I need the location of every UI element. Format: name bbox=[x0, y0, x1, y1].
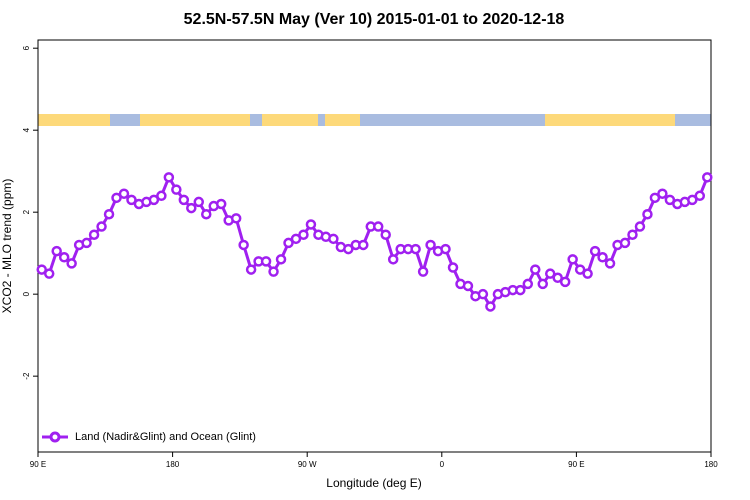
data-point bbox=[283, 237, 294, 249]
data-point bbox=[694, 190, 706, 202]
data-point bbox=[51, 245, 62, 257]
data-point bbox=[387, 254, 399, 265]
data-point bbox=[627, 229, 638, 240]
data-point bbox=[574, 264, 586, 275]
data-point bbox=[582, 268, 593, 279]
data-point bbox=[567, 254, 578, 265]
y-tick-label: 4 bbox=[22, 127, 31, 132]
data-point bbox=[664, 194, 676, 206]
x-tick-label: 90 E bbox=[568, 460, 584, 469]
data-point bbox=[36, 264, 47, 275]
data-point bbox=[343, 243, 354, 255]
y-tick-label: -2 bbox=[22, 372, 31, 380]
y-tick-label: 2 bbox=[22, 209, 31, 214]
chart-title: 52.5N-57.5N May (Ver 10) 2015-01-01 to 2… bbox=[184, 11, 565, 28]
data-point bbox=[544, 268, 556, 279]
data-point bbox=[193, 196, 205, 208]
data-point bbox=[597, 252, 608, 263]
data-point bbox=[702, 172, 713, 183]
data-point bbox=[260, 256, 272, 267]
data-point bbox=[447, 262, 459, 273]
data-point bbox=[103, 208, 115, 220]
data-point bbox=[642, 208, 653, 220]
data-point bbox=[687, 194, 698, 206]
data-point bbox=[657, 188, 668, 199]
data-point bbox=[462, 280, 474, 292]
x-tick-label: 0 bbox=[440, 460, 445, 469]
data-point bbox=[634, 221, 646, 232]
data-point bbox=[537, 278, 548, 290]
y-axis-label: XCO2 - MLO trend (ppm) bbox=[0, 179, 14, 314]
data-point bbox=[440, 243, 451, 255]
data-point bbox=[118, 188, 130, 199]
data-point bbox=[245, 264, 257, 275]
data-point bbox=[559, 276, 571, 288]
data-point bbox=[358, 239, 369, 251]
data-point bbox=[417, 266, 429, 277]
data-point bbox=[589, 245, 601, 257]
data-point bbox=[328, 233, 339, 245]
data-point bbox=[96, 221, 107, 232]
plot-frame bbox=[37, 39, 712, 453]
x-tick-label: 180 bbox=[704, 460, 718, 469]
data-point bbox=[148, 194, 160, 206]
data-point bbox=[305, 219, 317, 230]
data-point bbox=[298, 229, 309, 240]
legend: Land (Nadir&Glint) and Ocean (Glint) bbox=[42, 431, 256, 443]
data-point bbox=[649, 192, 661, 204]
data-point bbox=[178, 194, 190, 206]
series-line bbox=[41, 174, 709, 310]
data-point bbox=[552, 272, 563, 284]
data-point bbox=[290, 233, 302, 245]
data-point bbox=[58, 252, 70, 263]
x-tick-label: 90 W bbox=[298, 460, 317, 469]
data-point bbox=[163, 172, 175, 183]
surface-band bbox=[38, 114, 711, 126]
data-point bbox=[186, 202, 197, 214]
data-point bbox=[238, 239, 249, 251]
x-tick-label: 90 E bbox=[30, 460, 46, 469]
legend-marker bbox=[49, 431, 61, 443]
data-point bbox=[275, 254, 287, 265]
x-axis-label: Longitude (deg E) bbox=[326, 476, 421, 490]
data-point bbox=[477, 288, 489, 300]
data-point bbox=[380, 229, 391, 240]
data-point bbox=[171, 184, 182, 195]
x-tick-label: 180 bbox=[166, 460, 180, 469]
data-point bbox=[425, 239, 436, 251]
data-point bbox=[66, 258, 77, 269]
data-point bbox=[522, 278, 534, 290]
data-point bbox=[201, 208, 212, 220]
data-point bbox=[410, 243, 421, 255]
data-point bbox=[215, 198, 227, 210]
data-point bbox=[485, 301, 496, 312]
data-point bbox=[88, 229, 100, 240]
data-point bbox=[515, 284, 526, 296]
data-point bbox=[604, 258, 616, 269]
data-point bbox=[619, 237, 631, 249]
data-point bbox=[268, 266, 279, 277]
data-point bbox=[530, 264, 541, 275]
y-tick-label: 0 bbox=[22, 291, 31, 296]
data-point bbox=[230, 213, 242, 224]
data-point bbox=[126, 194, 137, 206]
data-point bbox=[156, 190, 167, 202]
data-point bbox=[111, 192, 122, 204]
data-point bbox=[81, 237, 92, 249]
data-point bbox=[43, 268, 55, 279]
y-tick-label: 6 bbox=[22, 45, 31, 50]
data-point bbox=[372, 221, 384, 232]
legend-label: Land (Nadir&Glint) and Ocean (Glint) bbox=[75, 431, 256, 443]
